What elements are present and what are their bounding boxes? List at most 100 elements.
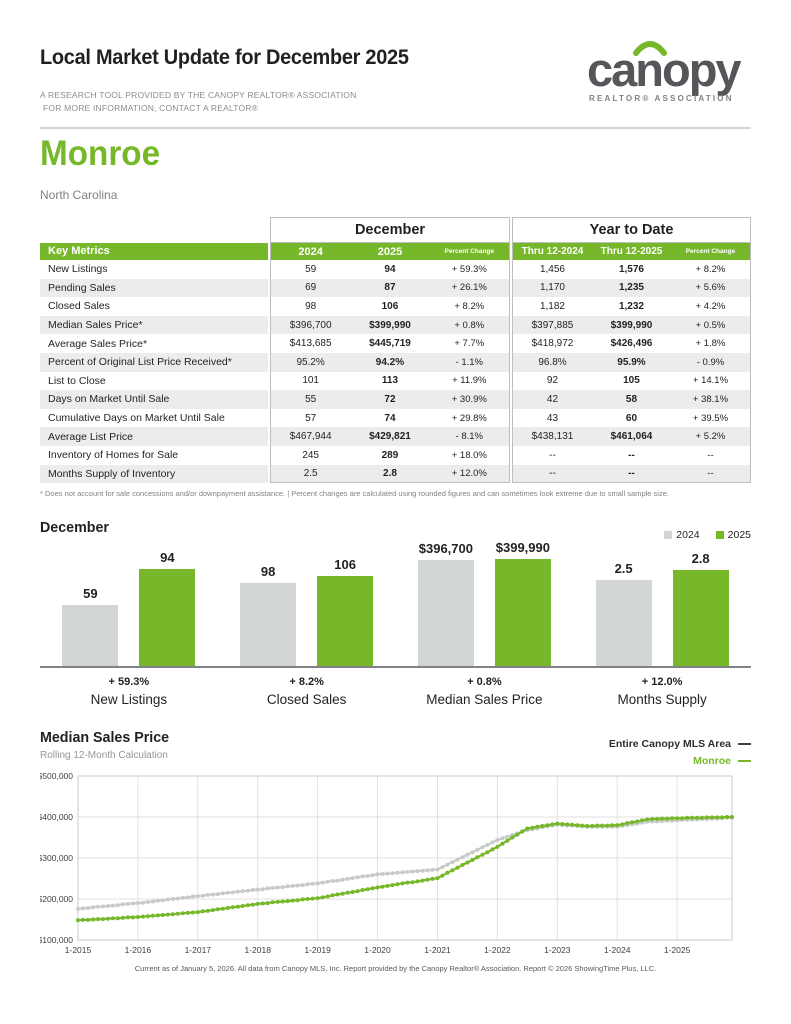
col-thru-12-2024: Thru 12-2024 <box>521 246 584 257</box>
bar-chart-legend: 2024 2025 <box>664 529 751 541</box>
ytd-2025-value: 95.9% <box>617 356 646 368</box>
metric-label: List to Close <box>48 374 106 387</box>
report-subtitle-line1: A RESEARCH TOOL PROVIDED BY THE CANOPY R… <box>40 90 357 100</box>
category-label: Closed Sales <box>266 692 347 707</box>
bar-caption: + 8.2% Closed Sales <box>218 676 396 707</box>
dec-change-value: - 1.1% <box>455 356 484 368</box>
ytd-2025-value: $426,496 <box>610 338 653 350</box>
table-row: Average List Price $467,944 $429,821 - 8.1… <box>40 427 751 446</box>
dec-2025-value: 74 <box>384 412 396 424</box>
ytd-2024-value: 92 <box>546 375 559 387</box>
col-percent-change: Percent Change <box>444 248 495 255</box>
pct-change-label: + 59.3% <box>108 676 150 688</box>
dec-2024-value: 69 <box>305 282 317 294</box>
metric-label: Average List Price <box>40 427 268 446</box>
legend-2025: 2025 <box>715 529 751 541</box>
ytd-change-value: + 14.1% <box>692 375 729 387</box>
svg-text:1-2018: 1-2018 <box>244 945 271 955</box>
ytd-change-value: + 8.2% <box>695 263 726 275</box>
report-subtitle-line2: FOR MORE INFORMATION, CONTACT A REALTOR® <box>43 103 259 113</box>
table-row: Inventory of Homes for Sale 245 289 + 18.0… <box>40 445 751 465</box>
dec-2025-value: $429,821 <box>369 431 411 443</box>
dec-2025-value: 2.8 <box>383 467 397 479</box>
bar-caption: + 0.8% Median Sales Price <box>396 676 574 707</box>
ytd-change-value: + 1.8% <box>695 338 726 350</box>
legend-monroe: Monroe <box>609 755 751 767</box>
ytd-2024-value: 1,170 <box>539 282 565 294</box>
dec-2024-value: 95.2% <box>296 356 325 368</box>
ytd-2025-value: 1,235 <box>618 282 644 294</box>
metric-label: Inventory of Homes for Sale <box>48 449 179 462</box>
dec-change-value: + 29.8% <box>451 412 487 424</box>
metric-label: Pending Sales <box>40 278 268 298</box>
bar-2025 <box>672 570 729 666</box>
svg-text:$400,000: $400,000 <box>40 812 73 822</box>
bar-2024 <box>417 559 474 666</box>
metric-label: Closed Sales <box>48 300 110 313</box>
svg-text:1-2017: 1-2017 <box>185 945 212 955</box>
dec-2024-value: 57 <box>305 412 317 424</box>
dec-change-value: + 30.9% <box>451 393 487 405</box>
dec-2025-value: 94 <box>384 263 396 275</box>
bar-value-label: 106 <box>334 557 356 572</box>
svg-text:1-2025: 1-2025 <box>664 945 691 955</box>
dec-2024-value: 98 <box>305 300 317 312</box>
legend-swatch-2024-icon <box>664 531 673 539</box>
ytd-2025-value: 1,576 <box>618 263 644 275</box>
bar-2024 <box>240 582 297 666</box>
col-2025: 2025 <box>377 245 403 258</box>
bar-value-label: 2.8 <box>691 551 710 566</box>
table-row: Average Sales Price* $413,685 $445,719 + 7… <box>40 334 751 353</box>
category-label: New Listings <box>90 692 168 707</box>
category-label: Months Supply <box>617 692 707 707</box>
december-columns: 2024 2025 Percent Change <box>270 243 510 260</box>
ytd-change-value: + 39.5% <box>692 412 729 424</box>
ytd-2025-value: 1,232 <box>618 300 644 312</box>
svg-text:$200,000: $200,000 <box>40 894 73 904</box>
ytd-2024-value: $397,885 <box>531 319 574 331</box>
bar-2024 <box>595 580 652 666</box>
bar-chart-captions: + 59.3% New Listings + 8.2% Closed Sales +… <box>40 676 751 707</box>
legend-2025-label: 2025 <box>727 529 751 541</box>
category-label: Median Sales Price <box>426 692 543 707</box>
metric-label: Months Supply of Inventory <box>40 464 268 484</box>
bar-value-label: 59 <box>83 586 98 602</box>
december-group-header: December <box>270 217 510 243</box>
dec-2025-value: 72 <box>384 393 396 405</box>
ytd-change-value: -- <box>707 449 714 461</box>
dec-2024-value: 55 <box>305 393 317 405</box>
report-footer: Current as of January 5, 2026. All data … <box>134 964 657 973</box>
col-percent-change: Percent Change <box>685 248 736 255</box>
table-footnote: * Does not account for sale concessions … <box>40 489 669 498</box>
bar-2025 <box>139 569 196 666</box>
ytd-change-value: -- <box>707 467 714 479</box>
ytd-group-header: Year to Date <box>512 217 751 243</box>
ytd-2024-value: 1,182 <box>539 300 565 312</box>
table-row: Cumulative Days on Market Until Sale 57 7… <box>40 408 751 428</box>
dec-change-value: + 0.8% <box>454 319 485 331</box>
bar-chart-title: December <box>40 519 109 536</box>
legend-line-sample-icon <box>738 742 751 746</box>
bar-2024 <box>62 605 119 666</box>
dec-2025-value: 289 <box>381 449 399 461</box>
dec-change-value: - 8.1% <box>455 431 484 443</box>
svg-text:1-2021: 1-2021 <box>424 945 451 955</box>
line-chart-title: Median Sales Price <box>40 729 170 746</box>
legend-monroe-label: Monroe <box>693 755 731 767</box>
dec-2025-value: $399,990 <box>369 319 411 331</box>
svg-text:1-2019: 1-2019 <box>304 945 331 955</box>
dec-2025-value: 94.2% <box>375 356 405 368</box>
table-row: Pending Sales 69 87 + 26.1% 1,170 1,235 + 5.… <box>40 278 751 298</box>
ytd-2024-value: -- <box>549 449 556 461</box>
bar-group-months-supply: 2.5 2.8 <box>573 551 751 666</box>
bar-value-label: 94 <box>160 550 175 565</box>
ytd-columns: Thru 12-2024 Thru 12-2025 Percent Change <box>512 243 751 260</box>
pct-change-label: + 12.0% <box>641 676 683 688</box>
dec-change-value: + 18.0% <box>451 449 487 461</box>
dec-change-value: + 59.3% <box>451 263 487 275</box>
table-row: Median Sales Price* $396,700 $399,990 + 0.… <box>40 315 751 335</box>
bar-group-new-listings: 59 94 <box>40 550 218 666</box>
location-name: Monroe <box>40 134 161 173</box>
pct-change-label: + 0.8% <box>467 676 502 688</box>
bar-group-median-sales-price: $396,700 $399,990 <box>396 540 574 666</box>
